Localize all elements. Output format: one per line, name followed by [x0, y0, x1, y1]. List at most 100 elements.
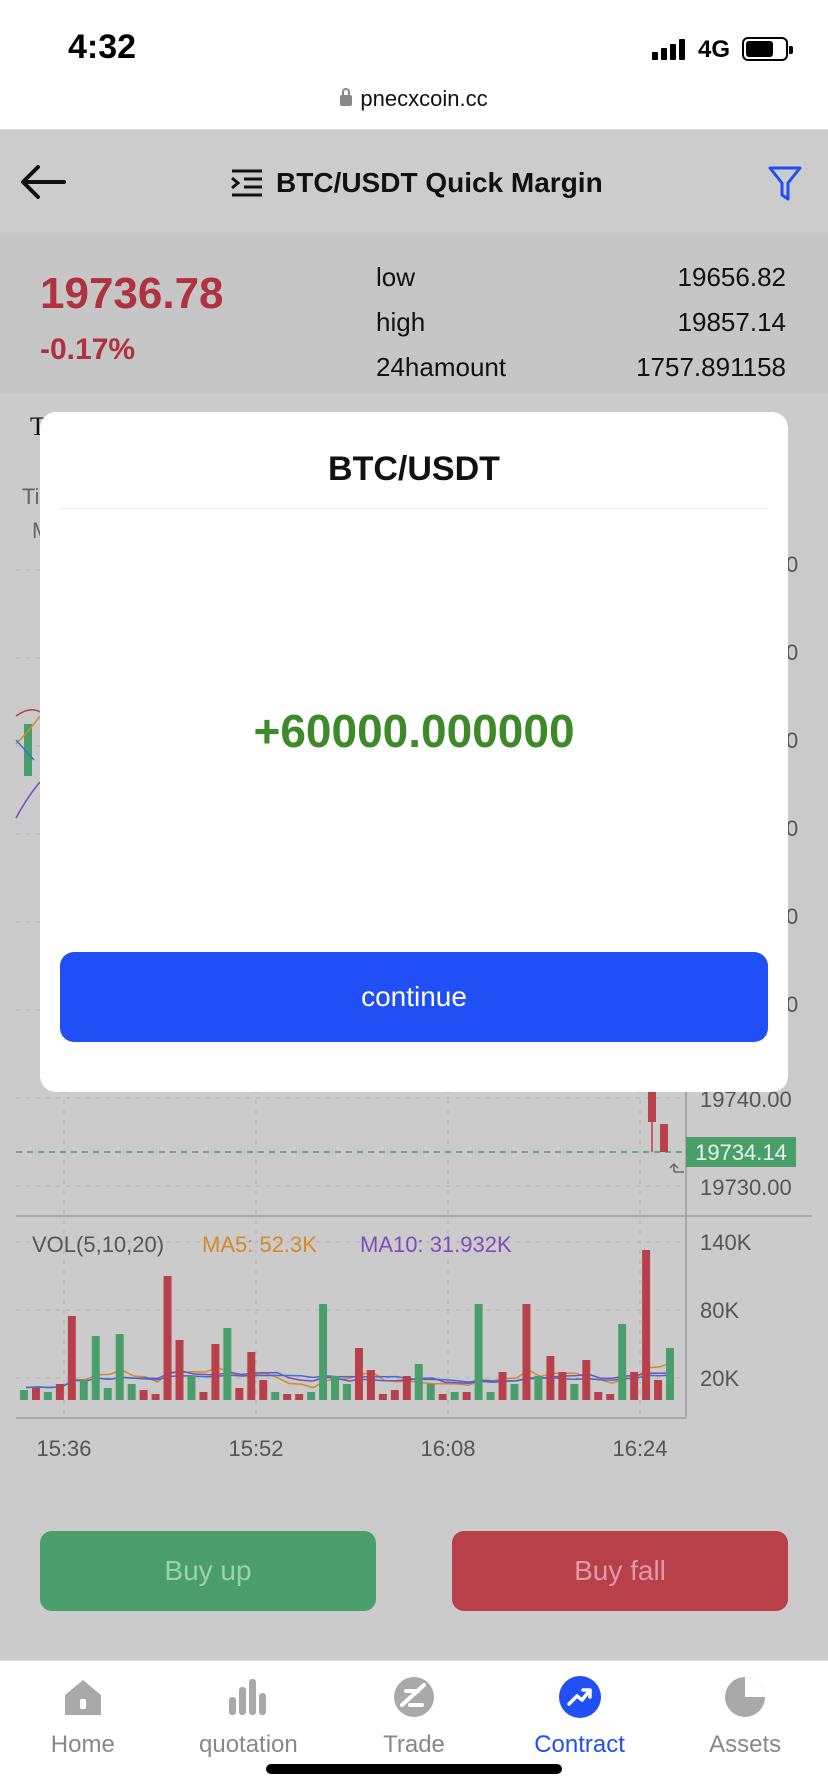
- volume-bar: [414, 1364, 423, 1400]
- volume-bar: [343, 1384, 351, 1400]
- time-axis-label: 15:36: [36, 1436, 91, 1460]
- status-bar: 4:32 4G pnecxcoin.cc: [0, 0, 828, 130]
- price-change: -0.17%: [40, 333, 136, 366]
- trade-icon: [393, 1677, 434, 1717]
- volume-bar: [426, 1384, 435, 1400]
- stat-label: 24hamount: [376, 352, 507, 382]
- tab-label: Home: [50, 1731, 115, 1758]
- volume-bar: [163, 1276, 172, 1400]
- time-axis-label: 16:24: [612, 1436, 667, 1460]
- price-axis-label: 0: [786, 728, 798, 753]
- volume-bar: [522, 1304, 531, 1400]
- volume-bar: [295, 1394, 304, 1400]
- dialog-title: BTC/USDT: [328, 450, 500, 488]
- volume-bar: [259, 1380, 268, 1400]
- network-type: 4G: [698, 36, 731, 63]
- stat-value: 1757.891158: [636, 352, 786, 382]
- price-axis-label: 19730.00: [700, 1175, 792, 1200]
- profit-amount: +60000.000000: [253, 705, 575, 757]
- volume-bar: [402, 1376, 411, 1400]
- volume-bar: [630, 1372, 639, 1400]
- filter-icon[interactable]: [768, 165, 802, 203]
- tab-contract[interactable]: Contract: [497, 1661, 663, 1792]
- volume-bar: [510, 1384, 519, 1400]
- lock-icon: [340, 88, 353, 106]
- volume-bar: [103, 1388, 112, 1400]
- volume-bars-group: [20, 1250, 674, 1400]
- volume-bar: [127, 1384, 136, 1400]
- volume-bar: [235, 1388, 244, 1400]
- back-arrow-icon[interactable]: [20, 163, 66, 201]
- candle: [24, 724, 32, 776]
- volume-bar: [438, 1394, 447, 1400]
- volume-bar: [91, 1336, 100, 1400]
- buy-up-button[interactable]: Buy up: [40, 1531, 376, 1611]
- signal-icon: [652, 39, 685, 60]
- tab-home[interactable]: Home: [0, 1661, 166, 1792]
- home-indicator: [266, 1764, 562, 1774]
- time-axis-label: 16:08: [420, 1436, 475, 1460]
- price-axis-label: 0: [786, 552, 798, 577]
- ma-line-partial: [15, 709, 41, 717]
- ticker-panel: 19736.78 -0.17% low 19656.82 high 19857.…: [0, 233, 828, 393]
- continue-button[interactable]: continue: [60, 952, 768, 1042]
- volume-bar: [115, 1334, 124, 1400]
- status-time: 4:32: [68, 28, 137, 66]
- volume-bar: [20, 1390, 28, 1400]
- tab-assets[interactable]: Assets: [662, 1661, 828, 1792]
- volume-bar: [606, 1394, 615, 1400]
- ma-line-partial: [15, 739, 35, 761]
- stat-24h-amount: 24hamount 1757.891158: [376, 345, 786, 390]
- candles-group: [24, 724, 668, 1152]
- current-price-value: 19734.14: [695, 1140, 787, 1165]
- volume-bar: [283, 1394, 292, 1400]
- stat-high: high 19857.14: [376, 300, 786, 345]
- tab-quotation[interactable]: quotation: [166, 1661, 332, 1792]
- volume-bar: [654, 1380, 663, 1400]
- volume-bar: [67, 1316, 76, 1400]
- volume-bar: [546, 1356, 555, 1400]
- volume-bar: [666, 1348, 674, 1400]
- volume-bar: [450, 1392, 459, 1400]
- volume-bar: [378, 1394, 387, 1400]
- interval-label-partial[interactable]: Ti: [22, 484, 40, 509]
- bar-chart-icon: [229, 1679, 267, 1715]
- last-price: 19736.78: [40, 269, 224, 318]
- volume-bar: [247, 1352, 256, 1400]
- volume-bar: [307, 1392, 316, 1400]
- battery-icon: [742, 37, 793, 61]
- tab-trade[interactable]: Trade: [331, 1661, 497, 1792]
- tab-label: Trade: [383, 1731, 445, 1758]
- volume-bar: [199, 1392, 208, 1400]
- price-axis-label: 0: [786, 904, 798, 929]
- crosshair-return-icon: [669, 1162, 684, 1173]
- dialog-divider: [60, 508, 768, 509]
- volume-bar: [498, 1372, 507, 1400]
- tab-label: Contract: [534, 1731, 625, 1758]
- page-header: BTC/USDT Quick Margin: [0, 131, 828, 233]
- volume-bar: [55, 1384, 64, 1400]
- volume-bar: [175, 1340, 184, 1400]
- page-title[interactable]: BTC/USDT Quick Margin: [230, 167, 603, 199]
- volume-legend-label: VOL(5,10,20): [32, 1232, 164, 1257]
- buy-fall-button[interactable]: Buy fall: [452, 1531, 788, 1611]
- volume-axis-label: 20K: [700, 1366, 739, 1391]
- ticker-stats: low 19656.82 high 19857.14 24hamount 175…: [376, 255, 786, 390]
- volume-bar: [151, 1394, 160, 1400]
- volume-bar: [31, 1388, 40, 1400]
- volume-bar: [474, 1304, 483, 1400]
- volume-bar: [271, 1392, 280, 1400]
- volume-bar: [462, 1392, 471, 1400]
- volume-bar: [558, 1372, 567, 1400]
- volume-bar: [331, 1376, 340, 1400]
- volume-legend-label: MA5: 52.3K: [202, 1232, 317, 1257]
- stat-value: 19656.82: [677, 262, 786, 292]
- stat-value: 19857.14: [677, 307, 786, 337]
- price-axis-label: 0: [786, 816, 798, 841]
- price-axis-label: 0: [786, 992, 798, 1017]
- volume-bar: [642, 1250, 651, 1400]
- address-bar[interactable]: pnecxcoin.cc: [0, 86, 828, 112]
- stat-low: low 19656.82: [376, 255, 786, 300]
- tab-label: quotation: [199, 1731, 298, 1758]
- pie-chart-icon: [725, 1677, 766, 1717]
